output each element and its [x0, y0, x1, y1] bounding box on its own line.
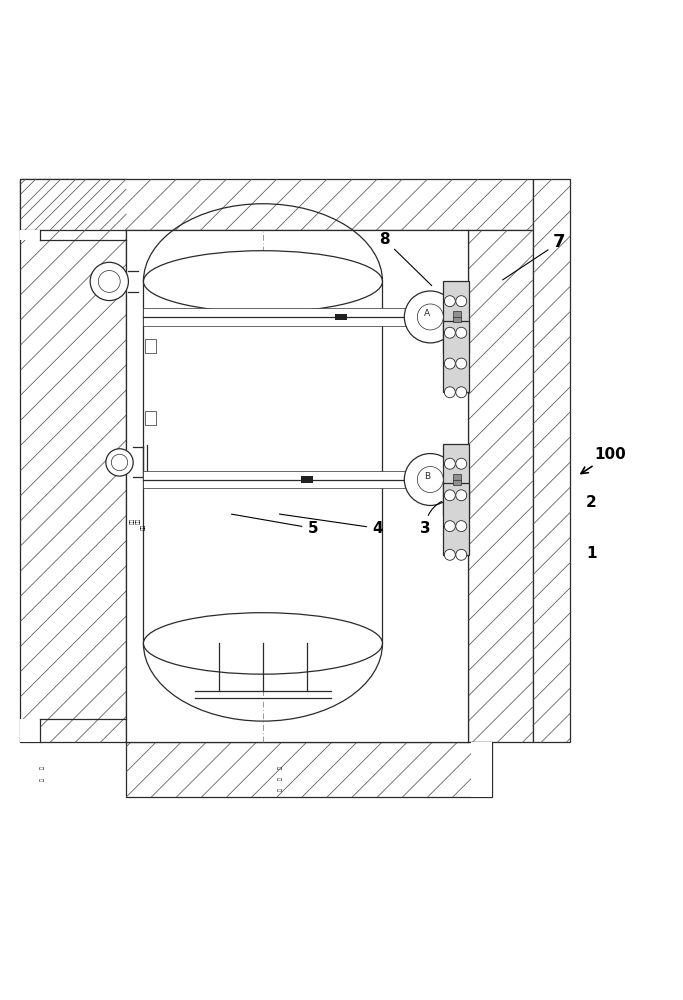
Text: B: B	[424, 472, 430, 481]
Text: A: A	[424, 309, 430, 318]
Bar	[20, 179, 126, 742]
Bar	[126, 230, 468, 742]
Text: 8: 8	[379, 232, 432, 286]
Circle shape	[456, 358, 466, 369]
Bar	[533, 179, 570, 742]
Circle shape	[456, 490, 466, 501]
Circle shape	[445, 549, 456, 560]
Circle shape	[456, 387, 466, 398]
Circle shape	[98, 271, 120, 292]
Circle shape	[456, 296, 466, 307]
Circle shape	[456, 458, 466, 469]
Circle shape	[445, 490, 456, 501]
Text: 7: 7	[503, 233, 566, 280]
Bar	[20, 719, 40, 742]
Circle shape	[445, 358, 456, 369]
Text: 轴线
轴线: 轴线 轴线	[130, 517, 141, 524]
Bar	[443, 281, 469, 353]
Bar	[145, 411, 156, 425]
Bar	[443, 483, 469, 555]
Text: 轴: 轴	[40, 766, 45, 769]
Text: 4: 4	[279, 514, 383, 536]
Text: 心: 心	[277, 777, 283, 780]
Text: 5: 5	[232, 514, 318, 536]
Circle shape	[445, 458, 456, 469]
Bar	[335, 314, 347, 320]
Bar	[143, 471, 468, 488]
Circle shape	[456, 327, 466, 338]
Circle shape	[445, 521, 456, 532]
Circle shape	[90, 262, 128, 301]
Circle shape	[111, 454, 128, 471]
Text: 轴: 轴	[277, 788, 283, 791]
Circle shape	[417, 467, 443, 492]
Bar	[143, 281, 382, 643]
Circle shape	[445, 327, 456, 338]
Text: 3: 3	[420, 502, 441, 536]
Circle shape	[404, 291, 456, 343]
Text: 1: 1	[586, 546, 596, 561]
Ellipse shape	[143, 251, 382, 312]
Bar	[301, 476, 313, 483]
Circle shape	[456, 549, 466, 560]
Circle shape	[106, 449, 133, 476]
Circle shape	[404, 454, 456, 505]
Circle shape	[456, 521, 466, 532]
Bar	[126, 742, 492, 797]
Text: 2: 2	[586, 495, 597, 510]
Bar	[143, 308, 468, 326]
Bar	[471, 742, 492, 797]
Circle shape	[445, 387, 456, 398]
Bar	[453, 474, 461, 485]
Bar	[145, 339, 156, 353]
Text: 轴线: 轴线	[141, 524, 146, 530]
Bar	[20, 230, 40, 240]
Bar	[443, 321, 469, 392]
Bar	[453, 311, 461, 322]
Bar	[20, 179, 533, 230]
Bar	[443, 444, 469, 515]
Circle shape	[417, 304, 443, 330]
Text: 100: 100	[581, 447, 626, 474]
Text: 中: 中	[277, 766, 283, 769]
Bar	[468, 230, 533, 742]
Ellipse shape	[143, 613, 382, 674]
Text: 线: 线	[40, 779, 45, 781]
Circle shape	[445, 296, 456, 307]
